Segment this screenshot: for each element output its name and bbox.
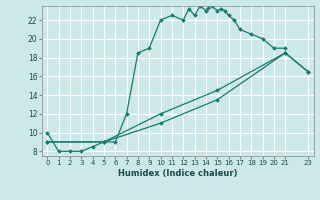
X-axis label: Humidex (Indice chaleur): Humidex (Indice chaleur): [118, 169, 237, 178]
